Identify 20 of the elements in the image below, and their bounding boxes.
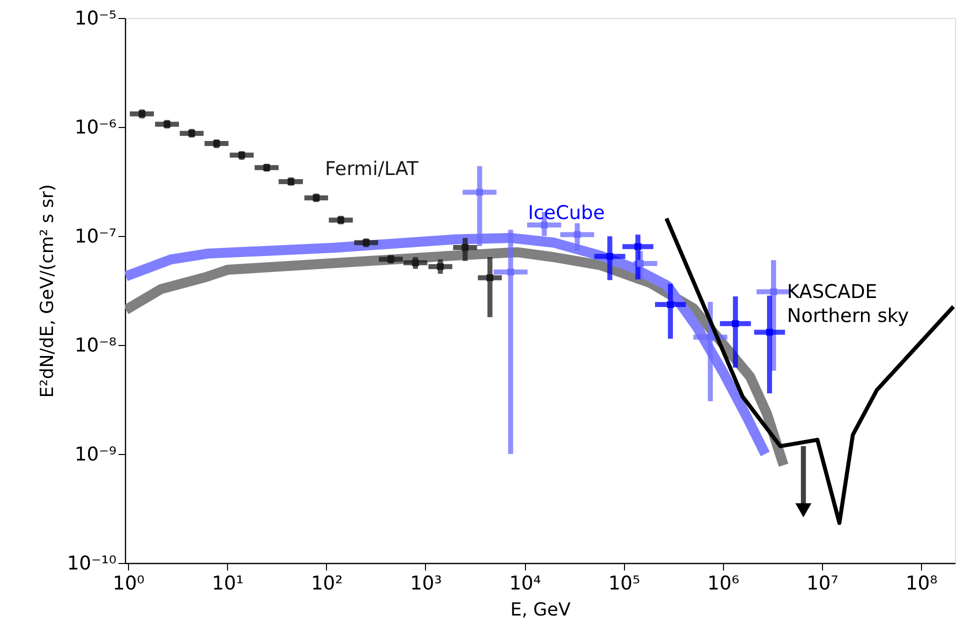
x-tick-label: 10⁴ <box>509 572 542 594</box>
y-tick-label: 10⁻⁵ <box>74 8 116 30</box>
x-tick-label: 10¹ <box>212 572 244 594</box>
y-axis-title: E²dN/dE, GeV/(cm² s sr) <box>37 184 58 398</box>
x-tick-label: 10⁰ <box>112 572 145 594</box>
series-label: KASCADE Northern sky <box>787 281 909 327</box>
x-tick-label: 10⁸ <box>906 572 938 594</box>
y-tick-label: 10⁻¹⁰ <box>67 552 116 574</box>
x-tick-label: 10⁷ <box>806 572 838 594</box>
x-axis-title: E, GeV <box>510 600 572 620</box>
series-label: IceCube <box>528 202 605 224</box>
x-tick-label: 10³ <box>410 572 442 594</box>
y-tick-label: 10⁻⁹ <box>74 444 116 466</box>
x-tick-label: 10⁶ <box>707 572 740 594</box>
y-tick-label: 10⁻⁸ <box>74 334 116 356</box>
x-tick-label: 10⁵ <box>608 572 640 594</box>
series-label: Fermi/LAT <box>325 158 419 180</box>
y-tick-label: 10⁻⁷ <box>74 226 116 248</box>
y-tick-label: 10⁻⁶ <box>74 116 116 138</box>
x-tick-label: 10² <box>310 572 343 594</box>
